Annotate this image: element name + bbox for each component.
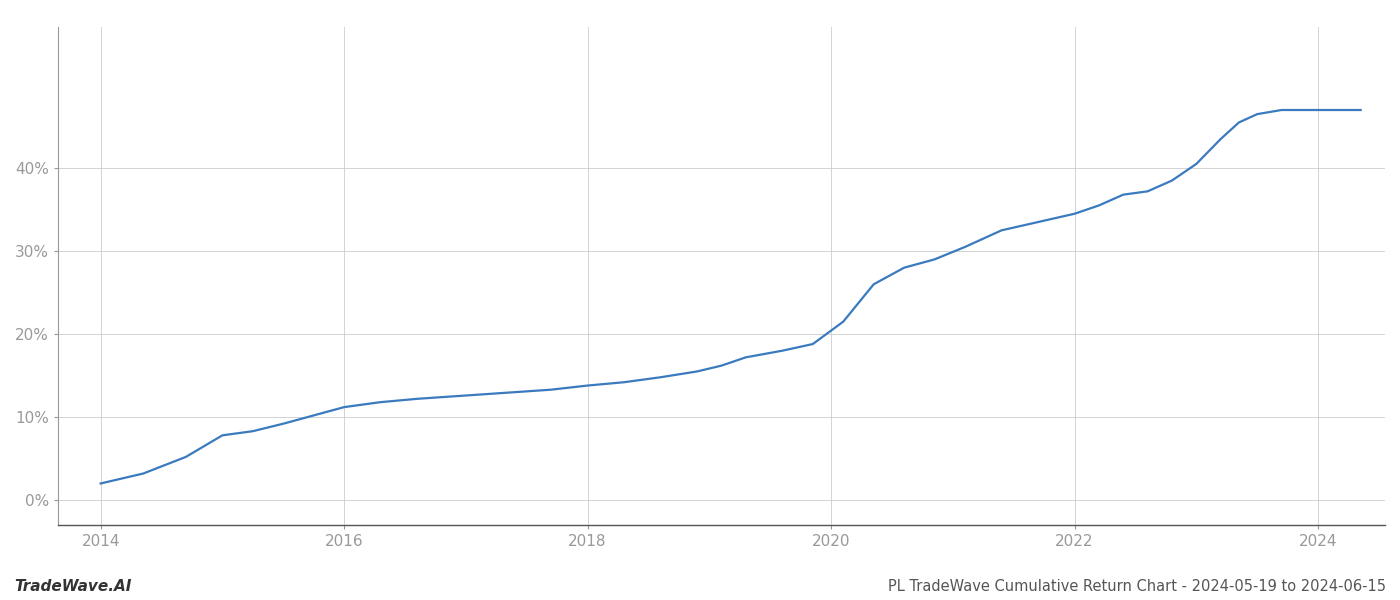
- Text: TradeWave.AI: TradeWave.AI: [14, 579, 132, 594]
- Text: PL TradeWave Cumulative Return Chart - 2024-05-19 to 2024-06-15: PL TradeWave Cumulative Return Chart - 2…: [888, 579, 1386, 594]
